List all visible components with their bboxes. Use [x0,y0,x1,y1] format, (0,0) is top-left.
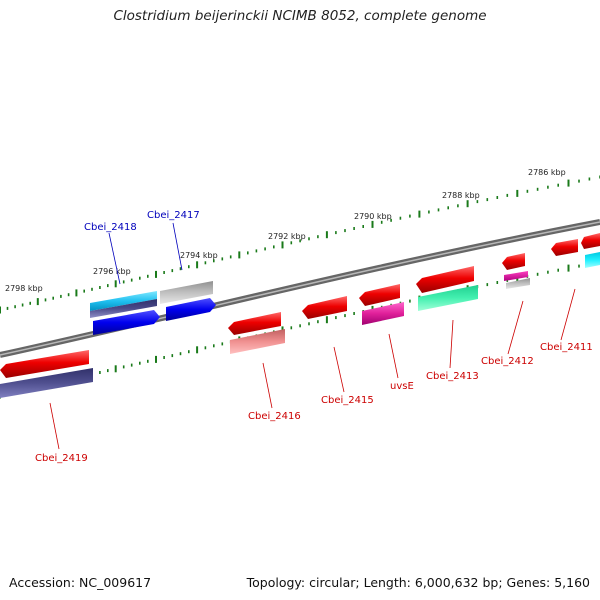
upper-tick-ring [0,175,600,314]
callout-line [388,333,399,379]
tick-label: 2788 kbp [442,191,480,200]
tick-label: 2790 kbp [354,212,392,221]
gene-feature[interactable] [504,271,528,281]
gene-feature[interactable] [581,233,600,249]
tick-label: 2792 kbp [268,232,306,241]
gene-feature[interactable] [90,291,157,311]
gene-label[interactable]: Cbei_2416 [248,411,301,422]
gene-feature[interactable] [362,302,404,325]
gene-feature[interactable] [230,329,285,354]
gene-feature[interactable] [502,253,525,270]
gene-feature[interactable] [585,252,600,268]
tick-label: 2794 kbp [180,251,218,260]
gene-feature[interactable] [90,299,157,318]
gene-feature[interactable] [166,298,216,321]
gene-label[interactable]: uvsE [390,381,414,392]
gene-label[interactable]: Cbei_2413 [426,371,479,382]
tick-label: 2798 kbp [5,284,43,293]
tick-label: 2786 kbp [528,168,566,177]
gene-label[interactable]: Cbei_2418 [84,222,137,233]
gene-feature[interactable] [160,281,213,304]
gene-label[interactable]: Cbei_2411 [540,342,593,353]
gene-feature[interactable] [359,284,400,306]
callout-line [333,346,345,393]
gene-feature[interactable] [551,239,578,256]
backbone-highlight [0,221,600,356]
topology-text: Topology: circular; Length: 6,000,632 bp… [246,575,590,590]
callout-line [507,300,524,355]
gene-feature[interactable] [0,368,93,398]
gene-label[interactable]: Cbei_2417 [147,210,200,221]
gene-feature[interactable] [93,310,160,335]
gene-feature[interactable] [418,285,478,311]
tick-label: 2796 kbp [93,267,131,276]
gene-feature[interactable] [416,266,474,293]
callout-line [108,232,121,285]
callout-line [449,319,454,369]
callout-line [49,402,60,450]
gene-feature[interactable] [506,278,530,289]
callout-line [172,222,183,271]
gene-label[interactable]: Cbei_2419 [35,453,88,464]
accession-text: Accession: NC_009617 [9,575,152,590]
gene-feature[interactable] [0,350,89,378]
map-title: Clostridium beijerinckii NCIMB 8052, com… [113,8,487,24]
callout-line [560,288,576,341]
gene-feature[interactable] [228,312,281,335]
callout-line [262,362,273,409]
gene-label[interactable]: Cbei_2412 [481,356,534,367]
gene-label[interactable]: Cbei_2415 [321,395,374,406]
gene-feature[interactable] [302,296,347,319]
